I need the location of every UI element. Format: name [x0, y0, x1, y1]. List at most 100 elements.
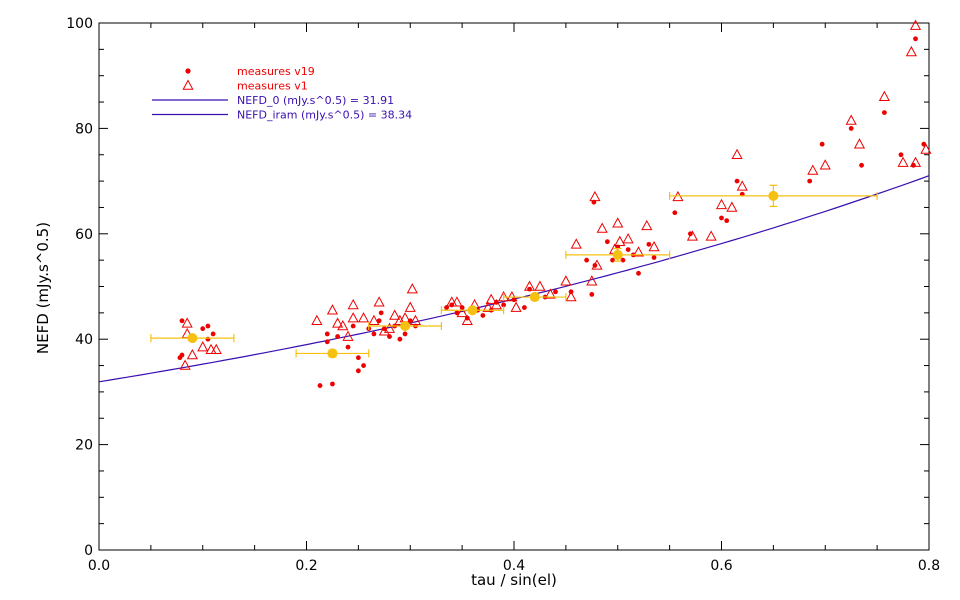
v19-point [807, 178, 813, 184]
v1-point [731, 148, 743, 159]
v19-point [200, 326, 206, 332]
v1-point [406, 283, 418, 294]
v1-point [326, 304, 339, 315]
v19-point [177, 355, 183, 361]
v19-point [921, 141, 927, 147]
binned-point [327, 348, 338, 359]
v19-point [205, 323, 211, 329]
v1-point [373, 296, 385, 307]
v19-point [464, 315, 470, 321]
v19-point [324, 331, 330, 337]
binned-point [529, 292, 540, 303]
v19-point [454, 310, 460, 316]
v19-point [378, 310, 384, 316]
v19-point [501, 302, 507, 308]
v1-point [337, 319, 349, 331]
v19-point [651, 255, 657, 260]
v19-point [381, 326, 387, 332]
y-tick-label: 60 [75, 227, 93, 243]
v19-point [589, 292, 595, 297]
binned-point [400, 321, 411, 332]
v1-point [897, 156, 909, 167]
v19-point [355, 355, 361, 361]
v1-point [622, 233, 634, 244]
binned-point [612, 249, 623, 260]
v19-point [604, 239, 610, 245]
v1-point [544, 288, 556, 299]
v1-point [632, 246, 645, 257]
v1-point [565, 290, 577, 302]
v19-point [350, 323, 356, 329]
v19-point [330, 381, 335, 387]
y-tick-label: 0 [84, 543, 93, 559]
v1-point [332, 317, 344, 328]
model-curve-layer [98, 175, 930, 383]
v1-point [736, 180, 748, 191]
v1-point [909, 19, 922, 30]
v1-point [394, 314, 406, 326]
plot-frame [98, 22, 930, 551]
y-tick-label: 80 [75, 121, 93, 137]
v19-point [591, 199, 597, 205]
v19-point [913, 36, 918, 42]
v19-point [687, 231, 693, 237]
v1-point [311, 314, 323, 326]
y-tick-label: 40 [75, 332, 93, 348]
v1-point [596, 222, 608, 233]
v1-point [715, 198, 728, 210]
v19-point [493, 299, 499, 305]
legend-label: NEFD_iram (mJy.s^0.5) = 38.34 [237, 109, 412, 122]
v19-point [317, 383, 323, 388]
v1-point [378, 325, 390, 336]
v1-point [389, 309, 401, 320]
v1-point [614, 235, 626, 246]
v1-point [726, 201, 738, 212]
v19-point [521, 305, 527, 310]
legend-triangle-marker [182, 79, 194, 90]
v19-point [719, 215, 724, 221]
v1-point [368, 314, 380, 326]
v19-point [898, 152, 904, 158]
v1-point [451, 296, 463, 307]
v19-point [636, 270, 641, 276]
v1-point [179, 359, 191, 370]
v1-point [612, 217, 624, 228]
v1-point [570, 238, 582, 249]
v1-point [490, 298, 502, 310]
binned-points-layer [150, 184, 878, 359]
v1-point [461, 314, 473, 326]
v19-point [911, 162, 916, 168]
v19-point [620, 257, 626, 263]
v19-point [361, 363, 366, 368]
v19-point [625, 247, 631, 253]
v1-point [510, 301, 522, 312]
binned-point [768, 190, 779, 201]
v19-point [387, 334, 392, 339]
legend-label: measures v19 [237, 65, 315, 78]
v19-point [734, 178, 740, 184]
v19-point [527, 286, 532, 292]
v19-point [402, 331, 408, 337]
v1-point [560, 275, 572, 286]
v1-point [342, 330, 354, 341]
x-tick-label: 0.8 [918, 558, 940, 574]
v1-point [482, 301, 494, 312]
v19-point [819, 141, 825, 147]
x-axis-label: tau / sin(el) [471, 571, 557, 589]
y-tick-label: 20 [75, 438, 93, 454]
v1-point [920, 143, 932, 154]
x-tick-label: 0.0 [88, 558, 110, 574]
v1-point [534, 280, 546, 291]
v19-point [848, 125, 854, 131]
v1-point [181, 317, 193, 328]
v19-point [459, 305, 465, 310]
v19-point [324, 339, 330, 345]
v19-point [646, 241, 652, 247]
v19-point [592, 263, 598, 268]
v1-point [819, 159, 831, 170]
v1-point [705, 230, 717, 241]
x-tick-label: 0.2 [295, 558, 317, 574]
v1-point [347, 298, 359, 310]
v1-point [210, 343, 222, 354]
